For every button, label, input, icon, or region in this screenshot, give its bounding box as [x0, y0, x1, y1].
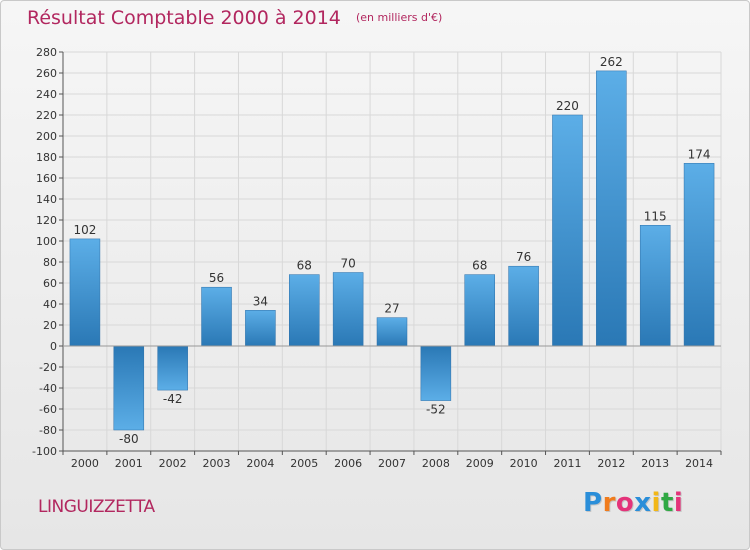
- town-name: LINGUIZZETTA: [38, 497, 155, 517]
- bar: [639, 225, 671, 347]
- bar: [113, 345, 145, 431]
- logo-letter: x: [634, 488, 652, 518]
- x-tick-label: 2011: [553, 457, 581, 470]
- value-label: 68: [297, 259, 312, 273]
- unit-note: (en milliers d'€): [355, 11, 443, 24]
- x-tick-label: 2002: [159, 457, 187, 470]
- bar: [201, 286, 232, 347]
- value-label: -80: [119, 432, 139, 446]
- y-tick-label: 20: [43, 319, 57, 332]
- y-tick-label: -20: [39, 361, 57, 374]
- y-tick-label: -80: [39, 424, 57, 437]
- x-tick-label: 2007: [378, 457, 406, 470]
- x-tick-label: 2001: [115, 457, 143, 470]
- proxiti-logo: Proxiti: [583, 488, 683, 518]
- logo-letter: t: [660, 488, 674, 518]
- y-tick-label: 200: [36, 130, 57, 143]
- value-label: 262: [600, 55, 623, 69]
- x-tick-label: 2014: [685, 457, 713, 470]
- y-tick-label: 0: [50, 340, 57, 353]
- y-tick-label: -40: [39, 382, 57, 395]
- logo-letter: o: [615, 488, 635, 518]
- chart-title: Résultat Comptable 2000 à 2014 (en milli…: [27, 7, 442, 29]
- y-tick-label: 80: [43, 256, 57, 269]
- x-tick-label: 2000: [71, 457, 99, 470]
- value-label: 115: [644, 209, 667, 223]
- value-label: -52: [426, 403, 446, 417]
- value-label: 34: [253, 294, 268, 308]
- value-label: -42: [163, 392, 183, 406]
- logo-letter: i: [651, 488, 661, 518]
- x-tick-label: 2013: [641, 457, 669, 470]
- y-tick-label: 140: [36, 193, 57, 206]
- logo-letter: P: [583, 488, 603, 518]
- y-tick-label: 220: [36, 109, 57, 122]
- bar: [245, 310, 276, 347]
- bar: [683, 163, 715, 347]
- axes: -100 -80 -60 -40 -20 0 20 40 60 80 100 120 140 160 180…: [32, 46, 722, 470]
- value-label: 56: [209, 271, 224, 285]
- y-tick-label: 180: [36, 151, 57, 164]
- y-tick-label: -60: [39, 403, 57, 416]
- value-label: 70: [340, 257, 355, 271]
- value-label: 27: [384, 302, 399, 316]
- y-tick-label: 160: [36, 172, 57, 185]
- bar: [552, 114, 583, 347]
- bar: [69, 238, 101, 347]
- y-tick-label: 260: [36, 67, 57, 80]
- x-tick-label: 2008: [422, 457, 450, 470]
- y-tick-label: 240: [36, 88, 57, 101]
- bars: 102 -80 -42 56 34 68 70 27 -52 68 76 220 262 115 174: [69, 55, 715, 446]
- logo-letter: i: [673, 488, 684, 518]
- x-tick-label: 2006: [334, 457, 362, 470]
- bar: [420, 345, 452, 401]
- logo-letter: r: [602, 488, 616, 518]
- y-tick-label: 40: [43, 298, 57, 311]
- value-label: 174: [688, 147, 711, 161]
- y-tick-label: 100: [36, 235, 57, 248]
- x-tick-label: 2009: [466, 457, 494, 470]
- x-tick-label: 2003: [203, 457, 231, 470]
- bar: [508, 265, 539, 347]
- bar: [289, 274, 320, 347]
- bar: [376, 317, 408, 347]
- y-tick-label: 60: [43, 277, 57, 290]
- y-tick-label: -100: [32, 445, 57, 458]
- x-tick-label: 2010: [510, 457, 538, 470]
- x-tick-label: 2005: [290, 457, 318, 470]
- title-text: Résultat Comptable 2000 à 2014: [27, 7, 341, 29]
- x-tick-label: 2012: [597, 457, 625, 470]
- x-tick-label: 2004: [246, 457, 274, 470]
- bar: [464, 274, 495, 347]
- bar: [332, 272, 364, 347]
- value-label: 102: [73, 223, 96, 237]
- y-tick-label: 280: [36, 46, 57, 59]
- value-label: 220: [556, 99, 579, 113]
- bar: [596, 70, 627, 347]
- y-tick-label: 120: [36, 214, 57, 227]
- bar: [157, 345, 188, 391]
- value-label: 68: [472, 259, 487, 273]
- value-label: 76: [516, 250, 531, 264]
